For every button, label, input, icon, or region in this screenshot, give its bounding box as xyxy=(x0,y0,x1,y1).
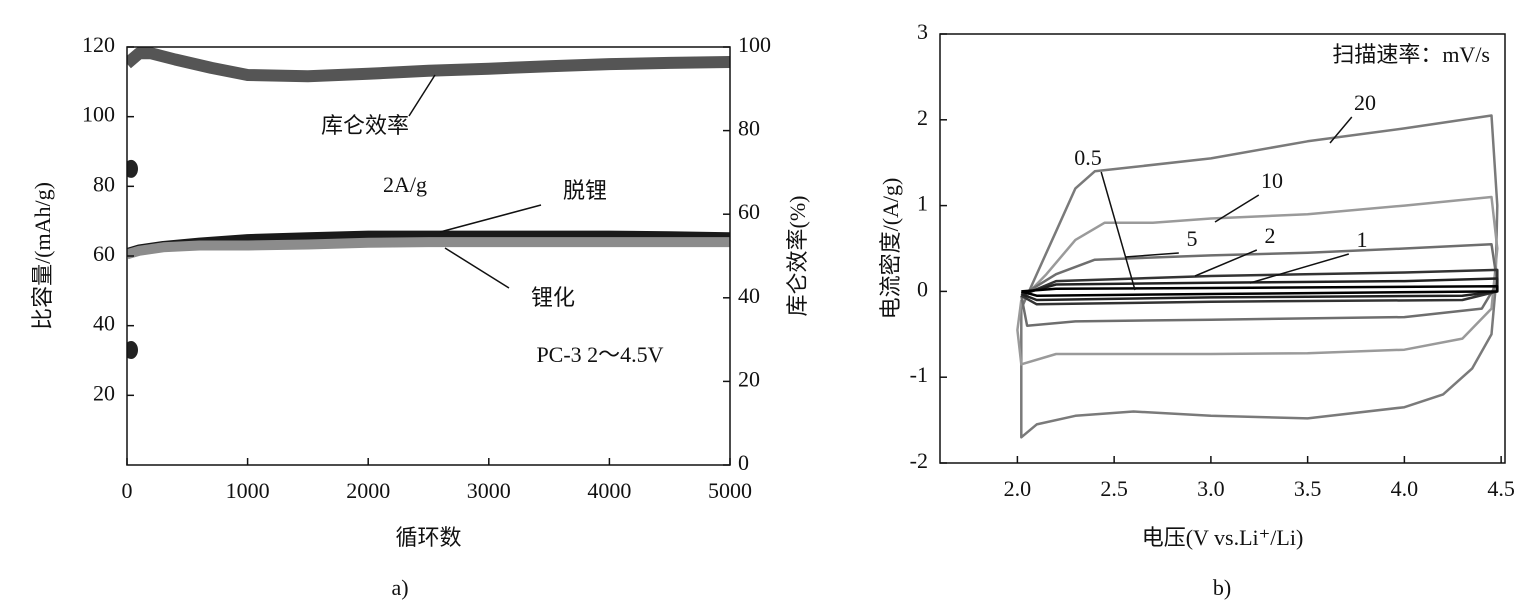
series-label: 库仑效率 xyxy=(321,113,409,138)
y-tick-label: 120 xyxy=(82,32,115,57)
x-tick-label: 3.5 xyxy=(1294,476,1322,501)
panel-caption: b) xyxy=(1213,575,1231,600)
y2-tick-label: 0 xyxy=(738,450,749,475)
series-label: 10 xyxy=(1261,168,1283,193)
x-tick-label: 0 xyxy=(122,478,133,503)
x-axis-label: 循环数 xyxy=(395,525,461,550)
x-axis-label: 电压(V vs.Li⁺/Li) xyxy=(1142,525,1304,550)
y2-tick-label: 100 xyxy=(738,32,771,57)
leader-line xyxy=(444,247,510,289)
series-label: 5 xyxy=(1187,226,1198,251)
series-label: 锂化 xyxy=(531,285,575,310)
y-tick-label: 2 xyxy=(917,105,928,130)
series-label: 0.5 xyxy=(1074,145,1102,170)
y-tick-label: -1 xyxy=(910,362,928,387)
series-line xyxy=(1020,285,1499,297)
series-label: 脱锂 xyxy=(563,178,607,203)
x-tick-label: 5000 xyxy=(708,478,752,503)
y2-tick-label: 60 xyxy=(738,199,760,224)
leader-line xyxy=(1249,253,1350,284)
y2-tick-label: 40 xyxy=(738,283,760,308)
y-tick-label: -2 xyxy=(910,448,928,473)
y-tick-label: 60 xyxy=(93,241,115,266)
y2-axis-label: 库仑效率(%) xyxy=(785,196,810,317)
x-tick-label: 1000 xyxy=(226,478,270,503)
x-tick-label: 4000 xyxy=(587,478,631,503)
point xyxy=(127,341,138,360)
y-tick-label: 40 xyxy=(93,311,115,336)
y-tick-label: 1 xyxy=(917,191,928,216)
x-tick-label: 2.5 xyxy=(1100,476,1128,501)
leader-line xyxy=(1214,194,1260,223)
y-tick-label: 20 xyxy=(93,380,115,405)
y2-tick-label: 80 xyxy=(738,116,760,141)
series-label: 1 xyxy=(1357,227,1368,252)
y-tick-label: 100 xyxy=(82,102,115,127)
annotation: 2A/g xyxy=(383,172,427,197)
point xyxy=(127,159,138,178)
y-axis-label: 电流密度/(A/g) xyxy=(878,178,903,320)
plot-frame xyxy=(126,46,731,466)
series-line xyxy=(1020,242,1499,327)
x-tick-label: 2000 xyxy=(346,478,390,503)
annotation: PC-3 2～4.5V xyxy=(536,342,663,367)
series-label: 20 xyxy=(1354,90,1376,115)
y-axis-label: 比容量/(mAh/g) xyxy=(30,182,55,330)
annotation: 扫描速率：mV/s xyxy=(1332,42,1490,67)
y-tick-label: 0 xyxy=(917,276,928,301)
y-tick-label: 80 xyxy=(93,171,115,196)
leader-line xyxy=(1194,249,1258,277)
x-tick-label: 4.5 xyxy=(1487,476,1515,501)
x-tick-label: 4.0 xyxy=(1391,476,1419,501)
leader-line xyxy=(1124,252,1179,258)
leader-line xyxy=(1329,116,1353,144)
series-label: 2 xyxy=(1265,223,1276,248)
plot-frame xyxy=(939,33,1506,464)
y-tick-label: 3 xyxy=(917,19,928,44)
panel-caption: a) xyxy=(391,575,408,600)
x-tick-label: 3000 xyxy=(467,478,511,503)
x-tick-label: 3.0 xyxy=(1197,476,1225,501)
leader-line xyxy=(1100,171,1136,291)
leader-line xyxy=(408,74,436,117)
x-tick-label: 2.0 xyxy=(1004,476,1032,501)
leader-line xyxy=(439,204,542,233)
series-line xyxy=(127,47,730,83)
y2-tick-label: 20 xyxy=(738,366,760,391)
series-line xyxy=(127,237,730,260)
